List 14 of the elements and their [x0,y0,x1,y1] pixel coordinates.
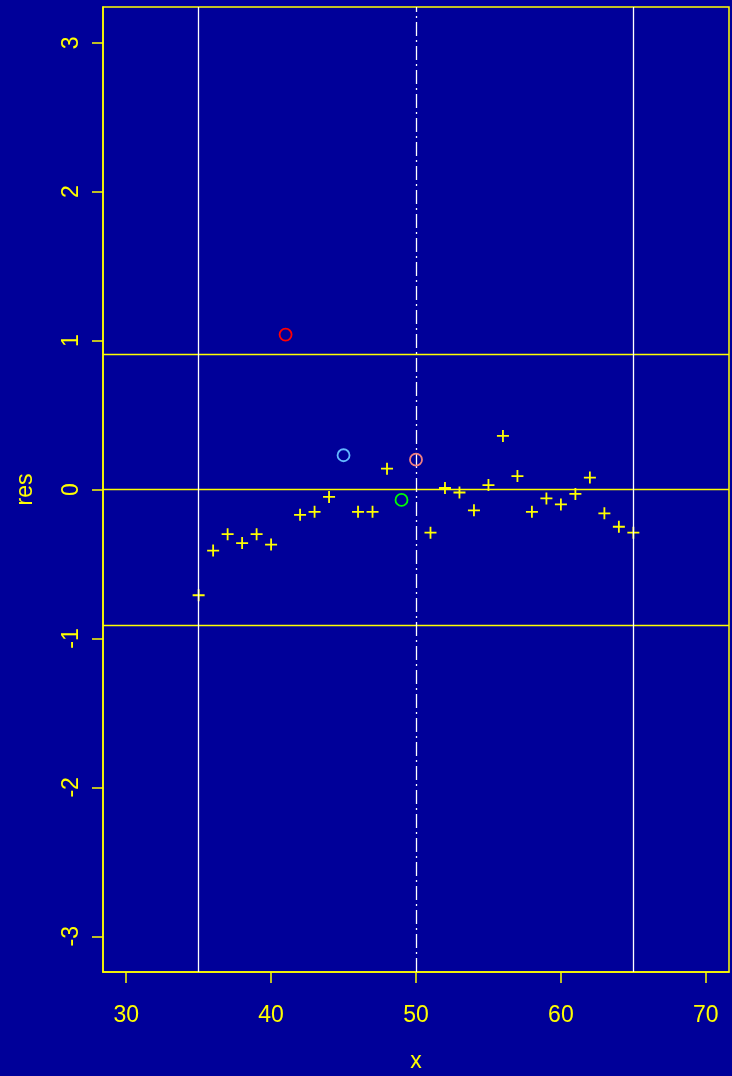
x-tick-label: 50 [403,1000,429,1027]
x-tick-label: 60 [548,1000,574,1027]
x-tick-label: 40 [258,1000,284,1027]
y-tick-label: -3 [56,926,83,947]
y-tick-label: 3 [56,36,83,50]
y-tick-label: 1 [56,334,83,347]
x-tick-label: 30 [113,1000,139,1027]
x-tick-label: 70 [693,1000,719,1027]
y-axis-title: res [10,473,37,506]
y-tick-label: -2 [56,777,83,798]
y-tick-label: 2 [56,185,83,199]
y-tick-label: -1 [56,628,83,649]
y-tick-label: 0 [56,483,83,496]
x-axis-title: x [410,1046,423,1073]
